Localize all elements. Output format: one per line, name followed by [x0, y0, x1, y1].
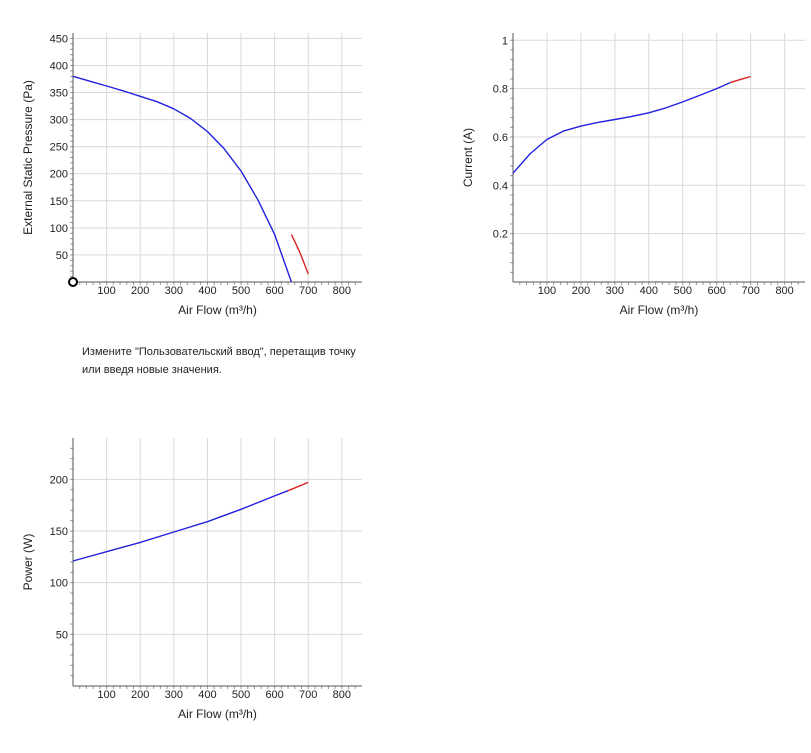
- y-tick-label: 1: [502, 35, 508, 47]
- x-tick-label: 300: [165, 689, 183, 701]
- x-axis-label: Air Flow (m³/h): [178, 303, 257, 317]
- y-tick-label: 0.4: [493, 180, 508, 192]
- x-axis-label: Air Flow (m³/h): [620, 303, 699, 317]
- x-tick-label: 500: [674, 285, 692, 297]
- x-tick-label: 700: [299, 689, 317, 701]
- x-tick-label: 700: [741, 285, 759, 297]
- x-tick-label: 100: [97, 285, 115, 297]
- x-tick-label: 600: [708, 285, 726, 297]
- x-axis-label: Air Flow (m³/h): [178, 707, 257, 721]
- series-line-blue: [72, 490, 289, 562]
- y-tick-label: 100: [50, 223, 68, 235]
- custom-input-hint: Измените "Пользовательский ввод", перета…: [82, 346, 356, 376]
- x-tick-label: 100: [97, 689, 115, 701]
- x-tick-label: 200: [572, 285, 590, 297]
- y-tick-label: 450: [50, 33, 68, 45]
- series-line-red: [287, 481, 309, 492]
- y-axis-label: Power (W): [21, 534, 35, 591]
- y-tick-label: 0.6: [493, 132, 508, 144]
- x-tick-label: 700: [299, 285, 317, 297]
- y-tick-label: 350: [50, 88, 68, 100]
- x-tick-label: 400: [640, 285, 658, 297]
- series-line-red: [290, 234, 309, 275]
- y-tick-label: 150: [50, 196, 68, 208]
- x-tick-label: 400: [198, 689, 216, 701]
- y-axis-label: Current (A): [461, 128, 475, 187]
- y-tick-label: 200: [50, 474, 68, 486]
- x-tick-label: 200: [131, 285, 149, 297]
- y-tick-label: 0.2: [493, 229, 508, 241]
- series-line-blue: [512, 81, 731, 174]
- x-tick-label: 600: [265, 689, 283, 701]
- y-tick-label: 250: [50, 142, 68, 154]
- y-tick-label: 0.8: [493, 84, 508, 96]
- x-tick-label: 800: [333, 689, 351, 701]
- y-tick-label: 300: [50, 115, 68, 127]
- y-tick-label: 400: [50, 60, 68, 72]
- x-tick-label: 300: [165, 285, 183, 297]
- series-line-red: [730, 75, 751, 84]
- y-tick-label: 50: [56, 250, 68, 262]
- y-tick-label: 150: [50, 526, 68, 538]
- x-tick-label: 300: [606, 285, 624, 297]
- x-tick-label: 600: [265, 285, 283, 297]
- x-tick-label: 500: [232, 285, 250, 297]
- x-tick-label: 200: [131, 689, 149, 701]
- x-tick-label: 500: [232, 689, 250, 701]
- x-tick-label: 100: [538, 285, 556, 297]
- y-axis-label: External Static Pressure (Pa): [21, 80, 35, 235]
- x-tick-label: 800: [775, 285, 793, 297]
- series-line-blue: [72, 75, 293, 283]
- x-tick-label: 800: [333, 285, 351, 297]
- user-input-point[interactable]: [68, 277, 78, 287]
- y-tick-label: 50: [56, 629, 68, 641]
- y-tick-label: 200: [50, 169, 68, 181]
- y-tick-label: 100: [50, 578, 68, 590]
- x-tick-label: 400: [198, 285, 216, 297]
